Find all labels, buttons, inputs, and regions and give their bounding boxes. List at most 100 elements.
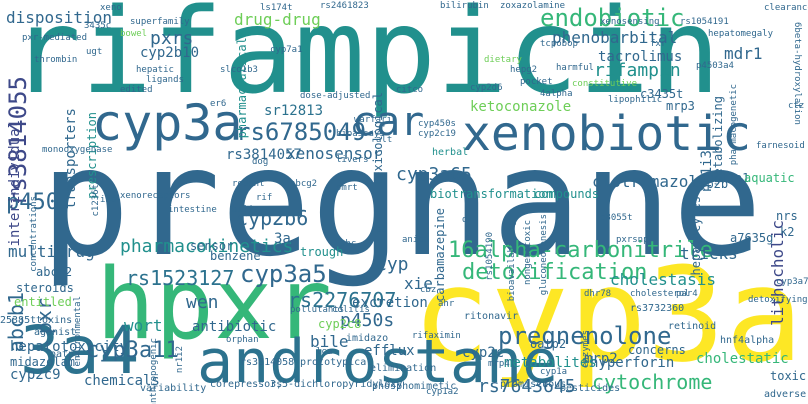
word-elimination: elimination [370, 363, 437, 374]
word-tacrolimus: tacrolimus [598, 49, 683, 65]
word-ibd: ibd [100, 195, 117, 205]
word-cyp2b10: cyp2b10 [140, 45, 200, 61]
word-disposition: disposition [6, 8, 112, 27]
word-rs2276707: rs2276707 [288, 288, 397, 312]
word-detoxifying: detoxifying [748, 295, 808, 305]
word-ketoconazole: ketoconazole [470, 99, 572, 115]
word-adverse: adverse [764, 389, 807, 400]
word-retinoid: retinoid [668, 321, 717, 332]
word-prototypical: prototypical [300, 357, 373, 368]
word-hepatotoxicity: hepatotoxicity [10, 339, 129, 355]
word-3a: 3a [274, 231, 291, 247]
word-ctz: ctz [788, 101, 805, 111]
word-cyp3a11: cyp3a11 [86, 338, 179, 363]
word-cyp450s: cyp450s [418, 119, 456, 129]
word-abcg2: abcg2 [290, 179, 318, 189]
word-pharmacokinetics: pharmacokinetics [120, 236, 294, 257]
word-superfamily: superfamily [130, 17, 190, 27]
word-harmful: harmful [556, 63, 594, 73]
word-antibiotic: antibiotic [192, 319, 277, 335]
word-aquatic: aquatic [744, 171, 795, 185]
word-mrp4: mrp4 [488, 359, 510, 369]
word-efflux: efflux [364, 343, 415, 359]
word-midazolam: midazolam [10, 355, 76, 369]
word-oatp2: oatp2 [530, 337, 567, 351]
word-citco: citco [396, 85, 424, 95]
word-bowel: bowel [120, 29, 148, 39]
word-anthropogenic: anthropogenic [149, 338, 159, 404]
word-bilirubin: bilirubin [440, 1, 489, 11]
word-bioavailability: bioavailability [507, 220, 517, 302]
word-mrp3: mrp3 [666, 99, 695, 113]
word-wen: wen [186, 292, 219, 313]
word-oatps: oatps [50, 349, 81, 360]
word-xenoreceptors: xenoreceptors [120, 191, 191, 201]
word-mrp2: mrp2 [584, 351, 618, 367]
word-dose-adjusted: dose-adjusted [300, 91, 371, 101]
word-toxins: toxins [36, 315, 73, 326]
word-cytochrome: cytochrome [592, 370, 713, 394]
word-nongenotoxic: nongenotoxic [523, 220, 533, 286]
word-biliary: biliary [232, 205, 270, 215]
word-hepatocytes: hepatocytes [689, 196, 703, 276]
word-rs1054191: rs1054191 [680, 17, 729, 27]
word-pregnane: pregnane [40, 116, 763, 290]
word-pregnenolone: pregnenolone [498, 322, 672, 350]
word-farnesoid: farnesoid [756, 141, 805, 151]
word-lipophilic: lipophilic [608, 95, 663, 105]
word-p450s: p450s [340, 310, 395, 331]
word-fxr: fxr [650, 39, 667, 49]
word-anion: anion [402, 235, 430, 245]
word-abc: abc [340, 239, 357, 249]
word-dietary: dietary [484, 55, 522, 65]
word-a7635g: a7635g [730, 231, 774, 245]
word-sr12813: sr12813 [264, 103, 324, 119]
word-par4: par4 [676, 289, 698, 299]
word-cyp: cyp [376, 254, 409, 275]
word-multidrug: multidrug [8, 242, 95, 261]
word-orphan: orphan [226, 335, 259, 345]
word-environmental: environmental [73, 296, 83, 367]
word-ritonavir: ritonavir [464, 311, 519, 322]
word-enzymes: enzymes [581, 330, 591, 368]
word-intestine: intestine [168, 205, 217, 215]
word-hepatomegaly: hepatomegaly [708, 29, 774, 39]
word-thrombin: thrombin [34, 55, 78, 65]
word-rs1054190: rs1054190 [485, 232, 495, 281]
word-wort: wort [124, 316, 163, 335]
word-pocket: pocket [520, 77, 553, 87]
word-pxrs: pxrs [150, 28, 194, 49]
word-bioassays: bioassays [336, 129, 385, 139]
word-endobiotic: endobiotic [540, 4, 685, 32]
word-gluconeogenesis: gluconeogenesis [539, 214, 549, 296]
word-bile: bile [310, 332, 349, 351]
word-concerns: concerns [628, 343, 686, 357]
word-c8055t: c8055t [600, 213, 633, 223]
word-dog: dog [252, 157, 269, 167]
word-pb: pb [376, 225, 387, 235]
word-phosphomimetic: phosphomimetic [372, 381, 457, 392]
word-pharmaceuticals: pharmaceuticals [235, 30, 249, 139]
word-cyp2c19: cyp2c19 [418, 129, 456, 139]
word-25385t: 25385t [0, 315, 37, 326]
word-herbal: herbal [432, 147, 469, 158]
word-trough: trough [300, 245, 344, 259]
word-hepatic: hepatic [136, 65, 174, 75]
word-rifampin: rifampin [594, 60, 681, 81]
word-6beta-hydroxylation: 6beta-hydroxylation [792, 22, 802, 125]
word-sensor: sensor [190, 239, 234, 253]
word-warfarin: warfarin [354, 115, 398, 125]
word-cyp3a7: cyp3a7 [776, 277, 808, 287]
word-agonist: agonist [34, 327, 77, 338]
word-cyp2c9: cyp2c9 [10, 367, 61, 383]
word-cyp2c8: cyp2c8 [318, 317, 362, 331]
word-cyp1a: cyp1a [540, 367, 568, 377]
word-monooxygenase: monooxygenase [42, 145, 113, 155]
word-entitled: entitled [14, 295, 72, 309]
word-rifaximin: rifaximin [412, 331, 461, 341]
word-cyp2d6: cyp2d6 [470, 83, 503, 93]
word-cholestatic: cholestatic [696, 351, 789, 367]
word-cholesterol: cholesterol [630, 289, 690, 299]
word-cyp2b: cyp2b [692, 177, 729, 191]
